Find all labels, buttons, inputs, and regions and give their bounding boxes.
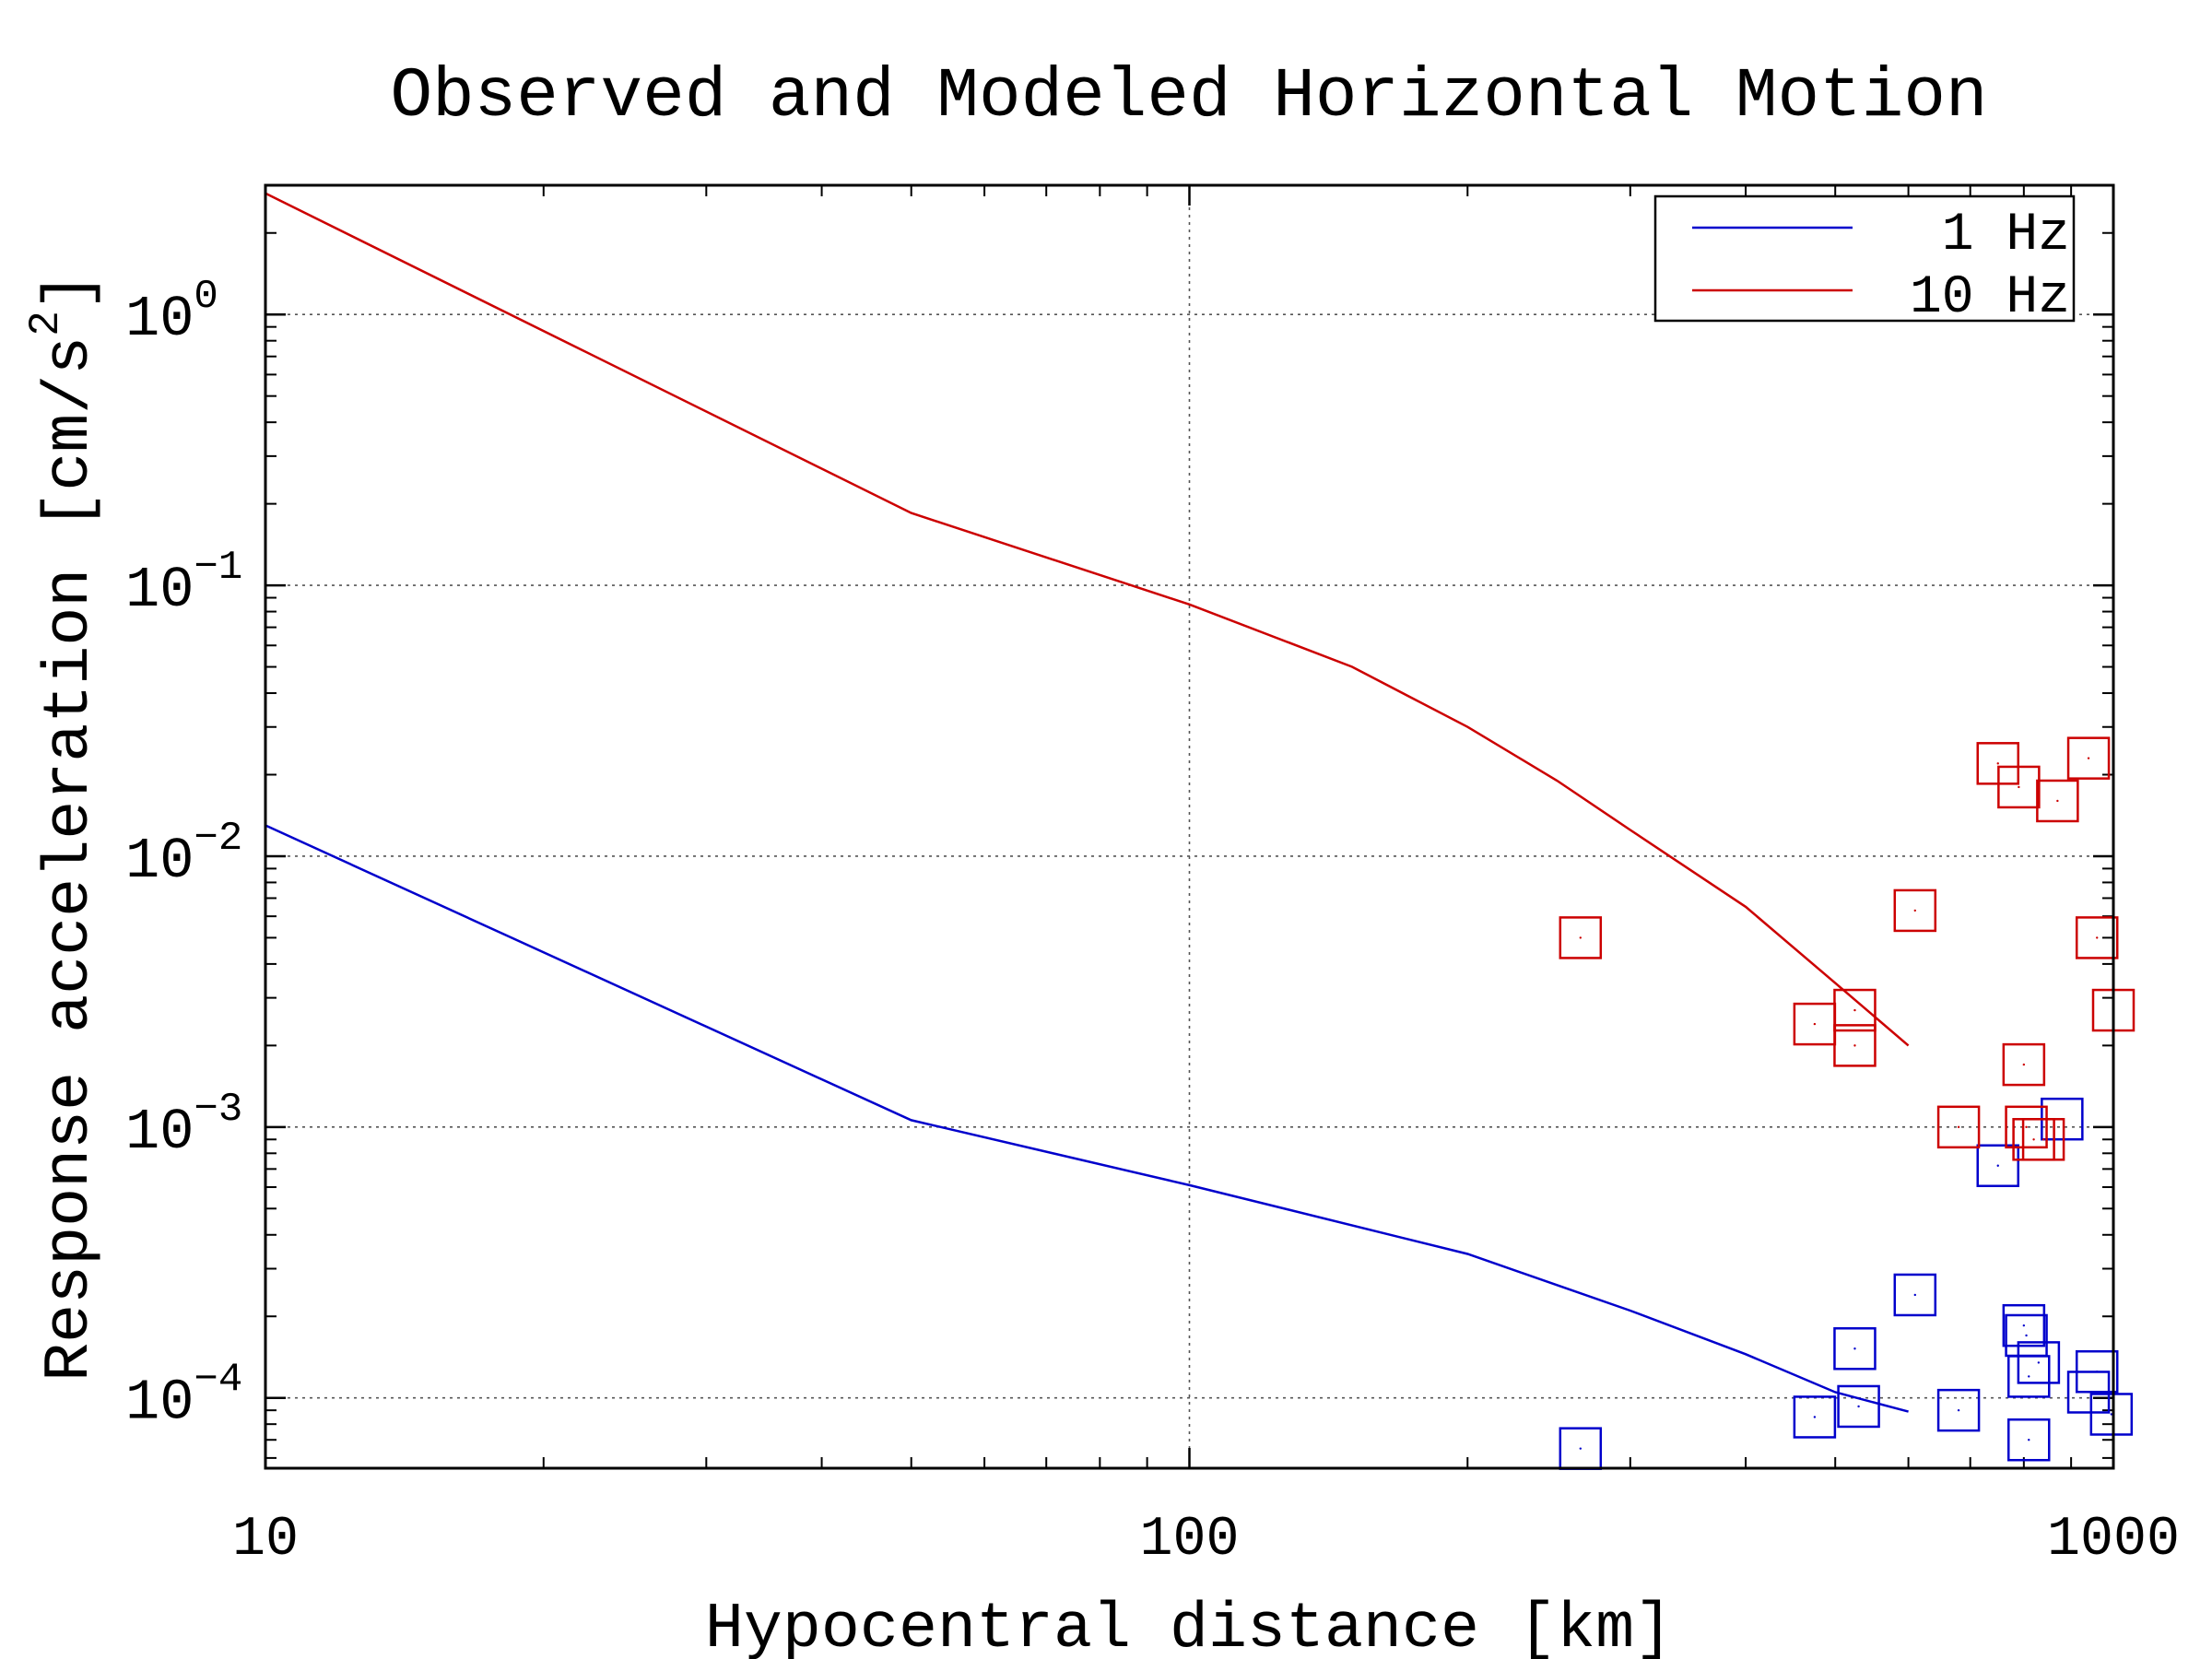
observed-point-10hz	[1559, 916, 1603, 959]
y-axis-label-superscript: 2	[22, 311, 70, 336]
observed-point-center-1hz	[1913, 1293, 1916, 1297]
observed-point-center-10hz	[1579, 936, 1583, 939]
observed-point-center-10hz	[1853, 1044, 1856, 1047]
observed-point-1hz	[2017, 1341, 2061, 1384]
observed-point-10hz	[2002, 1042, 2046, 1087]
plot-frame	[264, 183, 2115, 1470]
observed-point-10hz	[1893, 888, 1937, 933]
x-tick-label: 10	[232, 1509, 299, 1571]
observed-point-1hz	[2089, 1393, 2134, 1436]
legend: 1 Hz 10 Hz	[1653, 194, 2076, 328]
observed-point-center-1hz	[2037, 1361, 2041, 1364]
observed-point-center-10hz	[1996, 762, 1999, 765]
x-axis-label: Hypocentral distance [km]	[705, 1594, 1673, 1659]
minor-ticks	[265, 184, 2113, 1468]
observed-point-1hz	[1833, 1327, 1877, 1371]
observed-point-1hz	[1893, 1273, 1937, 1317]
observed-point-1hz	[2007, 1418, 2051, 1462]
model-line-10hz	[265, 192, 1910, 1047]
observed-point-1hz	[2002, 1303, 2046, 1347]
observed-point-10hz	[1833, 988, 1877, 1032]
observed-point-center-10hz	[2022, 1063, 2026, 1066]
observed-point-center-10hz	[2018, 785, 2020, 789]
observed-point-center-1hz	[1853, 1347, 1856, 1350]
observed-point-center-10hz	[2025, 1125, 2028, 1129]
observed-point-10hz	[2075, 916, 2119, 959]
grid-lines	[265, 185, 2113, 1468]
legend-label-1hz: 1 Hz	[1942, 206, 2070, 265]
model-line-1hz	[265, 824, 1909, 1413]
observed-point-center-10hz	[2087, 757, 2090, 759]
x-tick-label: 1000	[2047, 1509, 2180, 1571]
observed-point-10hz	[1997, 765, 2041, 809]
observed-point-center-1hz	[2028, 1375, 2030, 1378]
observed-point-10hz	[1833, 1024, 1877, 1067]
observed-point-center-1hz	[2110, 1413, 2113, 1416]
y-tick-labels: 100 10−1 10−2 10−3 10−4	[125, 274, 242, 1435]
observed-point-10hz	[1936, 1105, 1981, 1149]
observed-point-center-1hz	[1996, 1164, 1999, 1167]
observed-point-center-10hz	[2056, 799, 2059, 803]
observed-point-10hz	[2021, 1118, 2065, 1161]
x-tick-label: 100	[1139, 1509, 1239, 1571]
model-lines	[265, 192, 1910, 1413]
observed-point-center-1hz	[1579, 1447, 1583, 1450]
observed-point-10hz	[2005, 1105, 2048, 1149]
legend-box	[1653, 194, 2076, 323]
observed-point-center-10hz	[1853, 1008, 1856, 1012]
observed-points	[1559, 736, 2136, 1470]
observed-point-center-1hz	[1857, 1405, 1860, 1408]
observed-point-center-1hz	[2028, 1439, 2030, 1441]
y-tick-label: 10−2	[125, 816, 242, 894]
observed-point-center-10hz	[1957, 1125, 1960, 1129]
observed-point-center-10hz	[2096, 936, 2099, 939]
observed-point-1hz	[1976, 1144, 2019, 1188]
observed-point-center-10hz	[2032, 1138, 2035, 1141]
observed-point-1hz	[2075, 1349, 2119, 1394]
y-tick-label: 100	[125, 274, 218, 352]
observed-point-center-1hz	[2025, 1334, 2028, 1337]
legend-label-10hz: 10 Hz	[1910, 268, 2070, 328]
observed-point-center-1hz	[2096, 1371, 2099, 1373]
observed-point-center-10hz	[2041, 1138, 2045, 1141]
y-axis-label: Response acceleration [cm/s2]	[22, 272, 107, 1382]
observed-point-center-10hz	[1813, 1022, 1817, 1026]
observed-point-center-1hz	[1813, 1416, 1817, 1418]
x-tick-labels: 10 100 1000	[232, 1509, 2180, 1571]
observed-point-center-1hz	[1957, 1408, 1960, 1412]
observed-point-10hz	[2036, 779, 2079, 823]
y-tick-label: 10−3	[125, 1087, 242, 1165]
observed-point-10hz	[2066, 736, 2111, 780]
observed-point-1hz	[2007, 1355, 2051, 1398]
y-tick-label: 10−1	[125, 545, 242, 623]
observed-point-1hz	[1837, 1384, 1880, 1429]
observed-point-center-1hz	[2022, 1324, 2026, 1327]
chart-title: Observed and Modeled Horizontal Motion	[390, 57, 1987, 136]
observed-point-1hz	[1936, 1388, 1981, 1432]
y-tick-label: 10−4	[125, 1358, 242, 1436]
observed-point-1hz	[1793, 1395, 1837, 1439]
observed-point-center-10hz	[1913, 909, 1916, 912]
